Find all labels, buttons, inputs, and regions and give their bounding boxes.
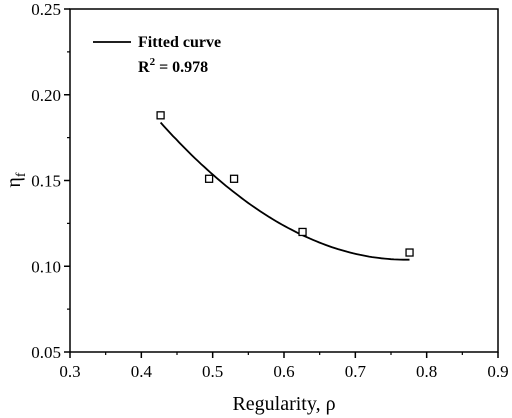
y-axis-title-main: η (3, 177, 25, 187)
y-tick-label: 0.20 (31, 86, 61, 105)
x-axis-title: Regularity, ρ (232, 393, 335, 415)
x-tick-label: 0.4 (131, 362, 153, 381)
plot-frame (69, 8, 499, 353)
data-point (298, 227, 307, 237)
r-squared-value: = 0.978 (155, 59, 208, 76)
r-squared-superscript: 2 (150, 56, 156, 68)
x-tick-label: 0.5 (202, 362, 223, 381)
x-tick-label: 0.9 (487, 362, 508, 381)
data-point (156, 111, 165, 120)
y-tick-label: 0.10 (31, 257, 61, 276)
x-tick-label: 0.6 (273, 362, 294, 381)
y-axis-title-subscript: f (14, 172, 29, 177)
y-tick-label: 0.05 (31, 343, 61, 362)
r-squared-symbol: R (138, 59, 150, 76)
y-axis-title: ηf (3, 172, 29, 187)
fitted-curve (159, 121, 410, 261)
r-squared-label: R2 = 0.978 (138, 56, 208, 76)
data-point (405, 248, 414, 257)
y-axis-ticks: 0.05 0.10 0.15 0.20 0.25 (31, 0, 70, 362)
data-points (156, 111, 414, 257)
legend: Fitted curve R2 = 0.978 (93, 34, 221, 76)
x-tick-label: 0.7 (345, 362, 367, 381)
x-axis-ticks: 0.3 0.4 0.5 0.6 0.7 0.8 0.9 (59, 352, 509, 381)
legend-label: Fitted curve (138, 34, 221, 51)
x-tick-label: 0.8 (416, 362, 437, 381)
x-tick-label: 0.3 (59, 362, 80, 381)
y-tick-label: 0.25 (31, 0, 61, 19)
data-point (229, 174, 239, 183)
data-point (204, 174, 214, 183)
y-tick-label: 0.15 (31, 172, 61, 191)
